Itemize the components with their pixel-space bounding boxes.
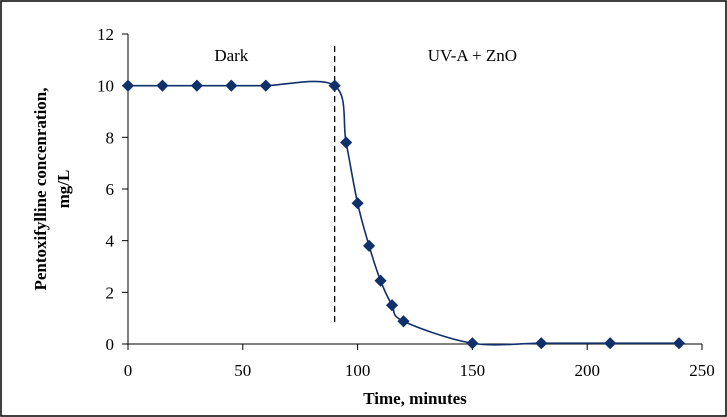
- data-point: [121, 79, 135, 92]
- y-tick-label: 8: [106, 128, 115, 147]
- data-point: [604, 337, 617, 350]
- data-point: [363, 239, 376, 252]
- data-point: [156, 79, 169, 92]
- series: [121, 79, 686, 350]
- series-line: [127, 80, 680, 346]
- annotations: Dark UV-A + ZnO: [214, 46, 517, 65]
- x-axis-title: Time, minutes: [363, 389, 467, 408]
- x-tick-label: 50: [234, 361, 251, 380]
- data-point: [328, 79, 341, 92]
- data-point: [397, 315, 410, 328]
- annotation-dark: Dark: [214, 46, 248, 65]
- y-tick-label: 10: [97, 77, 114, 96]
- y-tick-label: 0: [106, 335, 115, 354]
- x-tick-label: 0: [124, 361, 133, 380]
- data-point: [259, 79, 272, 92]
- data-point: [225, 79, 238, 92]
- y-tick-label: 6: [106, 180, 115, 199]
- data-point: [351, 197, 364, 210]
- data-point: [535, 337, 548, 350]
- x-tick-label: 150: [460, 361, 486, 380]
- y-axis-title-line-1: Pentoxifylline concenration,: [31, 87, 50, 290]
- y-axis-title-line-2: mg/L: [54, 170, 73, 209]
- x-ticks: 0 50 100 150 200 250: [124, 344, 715, 380]
- data-point: [374, 274, 387, 287]
- x-tick-label: 250: [689, 361, 715, 380]
- data-point: [466, 337, 479, 350]
- data-point: [340, 136, 353, 149]
- y-ticks: 0 2 4 6 8 10 12: [97, 25, 128, 354]
- y-tick-label: 2: [106, 283, 115, 302]
- y-tick-label: 4: [106, 232, 115, 251]
- data-point: [385, 299, 399, 312]
- x-tick-label: 200: [574, 361, 600, 380]
- y-tick-label: 12: [97, 25, 114, 44]
- y-axis-title: Pentoxifylline concenration, mg/L: [31, 87, 73, 290]
- annotation-uv-a-zno: UV-A + ZnO: [428, 46, 517, 65]
- data-point: [672, 337, 686, 350]
- x-tick-label: 100: [345, 361, 371, 380]
- data-point: [190, 79, 203, 92]
